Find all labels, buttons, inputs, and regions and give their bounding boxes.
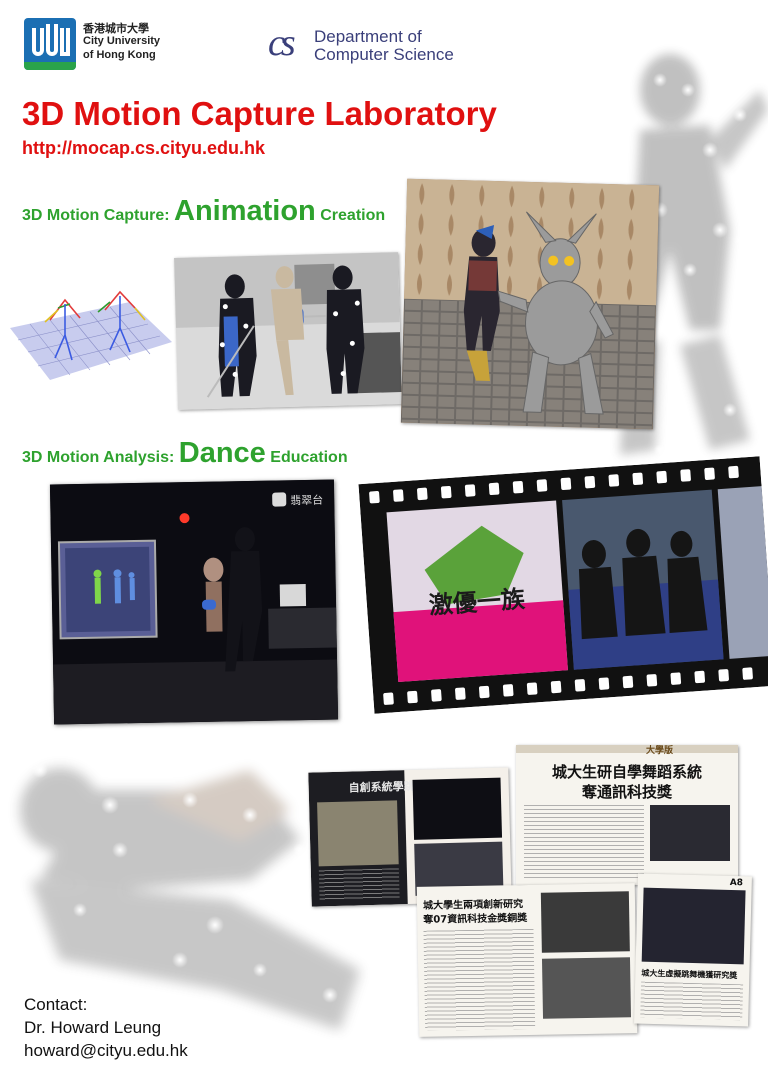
cityu-logo: [24, 18, 76, 70]
contact-name: Dr. Howard Leung: [24, 1018, 162, 1037]
department-cs-logo: cs: [268, 22, 296, 64]
section-dance-suffix: Education: [270, 449, 348, 466]
section-animation-suffix: Creation: [320, 207, 386, 224]
ghost-mocap-performer-bottom: [20, 762, 360, 1030]
newspaper2-headline-line2: 奪07資訊科技金獎銅獎: [423, 912, 528, 926]
tv-show-title: 激優一族: [428, 585, 527, 620]
newspaper-headline-line2: 奪通訊科技獎: [581, 783, 672, 801]
newspaper-clipping-it-award: 城大學生兩項創新研究 奪07資訊科技金獎銅獎: [416, 883, 638, 1037]
university-name-chinese: 香港城市大學: [83, 23, 149, 35]
skeleton-motion-plot: [10, 290, 172, 380]
contact-email[interactable]: howard@cityu.edu.hk: [24, 1041, 188, 1060]
tv-channel-logo: 翡翠台: [272, 492, 323, 508]
section-dance-heading: 3D Motion Analysis: Dance Education: [22, 437, 348, 470]
lab-url[interactable]: http://mocap.cs.cityu.edu.hk: [22, 138, 266, 158]
newspaper-clipping-dance-machine: A8 城大生虛擬跳舞機獲研究獎: [634, 873, 752, 1027]
section-dance-prefix: 3D Motion Analysis:: [22, 449, 175, 466]
tv-channel-name: 翡翠台: [290, 493, 323, 508]
section-animation-keyword: Animation: [174, 195, 316, 227]
section-animation-heading: 3D Motion Capture: Animation Creation: [22, 195, 385, 228]
section-dance-keyword: Dance: [178, 437, 266, 469]
department-name-line2: Computer Science: [314, 45, 454, 64]
page-title: 3D Motion Capture Laboratory: [22, 95, 497, 132]
department-name-line1: Department of: [314, 27, 422, 46]
motion-capture-session-photo: [174, 252, 402, 410]
newspaper-headline-line1: 城大生研自學舞蹈系統: [551, 763, 702, 781]
newspaper-clipping-sing-tao: 大學版 城大生研自學舞蹈系統 奪通訊科技獎: [516, 745, 738, 885]
dance-education-tv-photo: 翡翠台: [49, 479, 339, 725]
newspaper3-headline: 城大生虛擬跳舞機獲研究獎: [641, 968, 738, 981]
newspaper-section-label: 大學版: [646, 746, 674, 756]
university-name-line1: City University: [83, 35, 161, 47]
dance-studio-scene: 翡翠台: [49, 479, 339, 725]
section-animation-prefix: 3D Motion Capture:: [22, 207, 170, 224]
university-name-line2: of Hong Kong: [83, 49, 156, 61]
contact-label: Contact:: [24, 995, 88, 1014]
tv-show-filmstrip: 激優一族: [358, 456, 768, 714]
animated-characters-render: [400, 178, 660, 430]
newspaper3-page: A8: [729, 877, 744, 889]
